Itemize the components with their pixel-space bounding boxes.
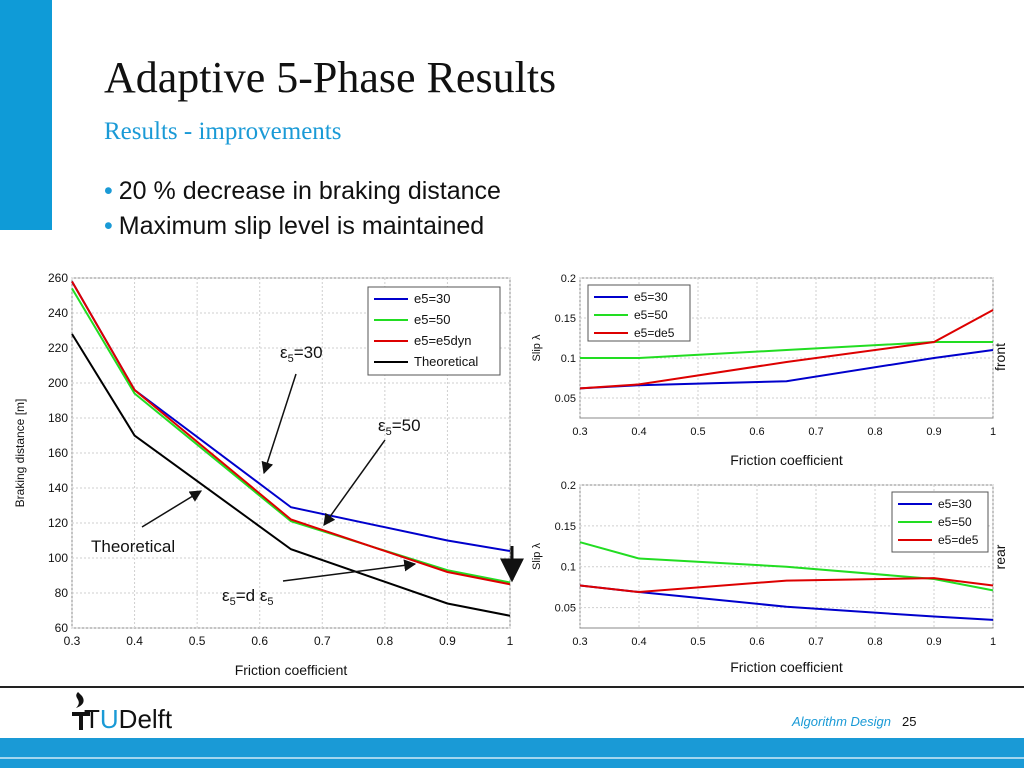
tudelft-logo: TUDelft (64, 690, 174, 734)
x-tick-label: 0.4 (631, 426, 646, 438)
x-tick-label: 1 (990, 636, 996, 648)
x-tick-label: 0.5 (189, 634, 206, 648)
legend-label: e5=30 (938, 497, 972, 511)
series-line (579, 541, 994, 592)
x-tick-label: 0.7 (808, 426, 823, 438)
y-tick-label: 100 (48, 551, 68, 565)
legend-box (367, 286, 501, 376)
y-tick-label: 0.2 (561, 480, 576, 492)
y-tick-label: 200 (48, 376, 68, 390)
y-tick-label: 0.1 (561, 353, 576, 365)
annotation-label: ε5=30 (280, 343, 323, 365)
bullet-item: • Maximum slip level is maintained (104, 209, 501, 244)
footer-stripe (0, 757, 1024, 759)
legend-label: Theoretical (414, 354, 478, 369)
x-tick-label: 0.7 (808, 636, 823, 648)
legend-label: e5=de5 (634, 326, 675, 340)
x-tick-label: 0.3 (64, 634, 81, 648)
y-tick-label: 0.15 (555, 313, 576, 325)
annotation-arrow (261, 373, 297, 475)
x-tick-label: 0.8 (867, 636, 882, 648)
x-tick-label: 0.9 (439, 634, 456, 648)
annotation-arrow (323, 439, 386, 526)
annotation-arrow (282, 559, 417, 582)
y-tick-label: 0.05 (555, 603, 576, 615)
y-tick-label: 240 (48, 306, 68, 320)
page-number: 25 (902, 714, 917, 729)
legend-label: e5=50 (938, 515, 972, 529)
x-tick-label: 0.4 (631, 636, 646, 648)
legend-label: e5=e5dyn (414, 333, 471, 348)
x-tick-label: 0.4 (126, 634, 143, 648)
y-tick-label: 120 (48, 516, 68, 530)
y-tick-label: 220 (48, 341, 68, 355)
y-tick-label: 140 (48, 481, 68, 495)
x-axis-label: Friction coefficient (235, 662, 348, 678)
bullet-list: • 20 % decrease in braking distance • Maxi… (104, 174, 501, 244)
corner-accent-bar (0, 0, 52, 230)
footer-section-label: Algorithm Design (792, 714, 891, 729)
series-line (579, 577, 994, 594)
bullet-text: Maximum slip level is maintained (118, 212, 485, 240)
logo-wordmark: TUDelft (84, 704, 173, 734)
footer-band (0, 738, 1024, 768)
series-line (71, 281, 511, 586)
legend-label: e5=30 (414, 291, 451, 306)
slide-title: Adaptive 5-Phase Results (104, 53, 557, 102)
y-tick-label: 0.1 (561, 562, 576, 574)
flame-icon (72, 692, 90, 730)
y-axis-label: Braking distance [m] (13, 399, 27, 508)
y-tick-label: 0.2 (561, 273, 576, 285)
series-line (71, 287, 511, 584)
legend-label: e5=50 (634, 308, 668, 322)
y-tick-label: 180 (48, 411, 68, 425)
x-tick-label: 0.3 (572, 426, 587, 438)
bullet-dot: • (104, 212, 113, 240)
legend-box (587, 284, 691, 342)
annotation-label: Theoretical (91, 537, 175, 556)
x-tick-label: 0.9 (926, 426, 941, 438)
bullet-item: • 20 % decrease in braking distance (104, 174, 501, 209)
x-tick-label: 1 (990, 426, 996, 438)
x-tick-label: 1 (507, 634, 514, 648)
series-line (580, 341, 993, 359)
side-label: rear (992, 544, 1008, 569)
y-axis-label: Slip λ (531, 334, 543, 361)
x-tick-label: 0.5 (690, 426, 705, 438)
legend-label: e5=de5 (938, 533, 979, 547)
y-tick-label: 0.15 (555, 521, 576, 533)
y-tick-label: 260 (48, 271, 68, 285)
series-line (71, 333, 511, 617)
legend-label: e5=30 (634, 290, 668, 304)
bullet-text: 20 % decrease in braking distance (118, 177, 501, 205)
x-tick-label: 0.8 (867, 426, 882, 438)
x-tick-label: 0.6 (749, 426, 764, 438)
x-tick-label: 0.8 (377, 634, 394, 648)
x-tick-label: 0.7 (314, 634, 331, 648)
annotation-label: ε5=d ε5 (222, 586, 274, 608)
y-tick-label: 160 (48, 446, 68, 460)
y-axis-label: Slip λ (531, 543, 543, 570)
x-axis-label: Friction coefficient (730, 659, 843, 675)
annotation-label: ε5=50 (378, 416, 421, 438)
x-tick-label: 0.3 (572, 636, 587, 648)
series-line (579, 309, 994, 390)
footer-divider (0, 686, 1024, 688)
legend-label: e5=50 (414, 312, 451, 327)
x-tick-label: 0.5 (690, 636, 705, 648)
bullet-dot: • (104, 177, 113, 205)
y-tick-label: 80 (55, 586, 69, 600)
annotation-arrow (141, 490, 203, 528)
x-tick-label: 0.9 (926, 636, 941, 648)
side-label: front (992, 343, 1008, 371)
slide-subtitle: Results - improvements (104, 118, 342, 145)
x-tick-label: 0.6 (251, 634, 268, 648)
x-tick-label: 0.6 (749, 636, 764, 648)
x-axis-label: Friction coefficient (730, 452, 843, 468)
y-tick-label: 60 (55, 621, 69, 635)
y-tick-label: 0.05 (555, 393, 576, 405)
